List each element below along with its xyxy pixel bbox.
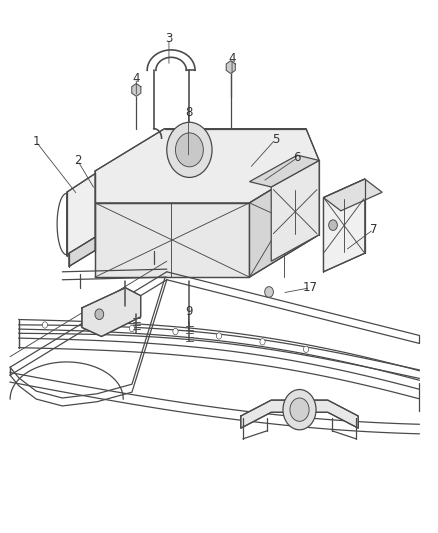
Polygon shape (271, 160, 319, 261)
Circle shape (42, 322, 47, 328)
Circle shape (173, 328, 178, 335)
Circle shape (290, 398, 309, 421)
Text: 8: 8 (185, 106, 192, 119)
Polygon shape (323, 179, 365, 272)
Text: 1: 1 (32, 135, 40, 148)
Circle shape (216, 333, 222, 339)
Polygon shape (132, 84, 141, 96)
Circle shape (129, 325, 134, 332)
Polygon shape (241, 400, 358, 428)
Polygon shape (95, 128, 319, 203)
Polygon shape (250, 160, 319, 277)
Circle shape (304, 346, 309, 352)
Polygon shape (226, 61, 235, 74)
Polygon shape (95, 203, 250, 277)
Circle shape (328, 220, 337, 230)
Circle shape (86, 323, 91, 329)
Text: 9: 9 (185, 305, 192, 318)
Circle shape (176, 133, 203, 167)
Text: 3: 3 (165, 32, 173, 45)
Circle shape (167, 122, 212, 177)
Text: 5: 5 (272, 133, 279, 146)
Circle shape (283, 390, 316, 430)
Polygon shape (323, 179, 382, 211)
Circle shape (265, 287, 273, 297)
Polygon shape (82, 288, 141, 336)
Text: 7: 7 (370, 223, 377, 236)
Polygon shape (250, 155, 319, 187)
Text: 6: 6 (293, 151, 301, 164)
Text: 4: 4 (133, 72, 140, 85)
Text: 17: 17 (303, 281, 318, 294)
Polygon shape (69, 237, 95, 266)
Polygon shape (67, 174, 95, 256)
Circle shape (95, 309, 104, 319)
Text: 2: 2 (74, 154, 81, 167)
Circle shape (260, 338, 265, 345)
Text: 4: 4 (228, 52, 236, 64)
